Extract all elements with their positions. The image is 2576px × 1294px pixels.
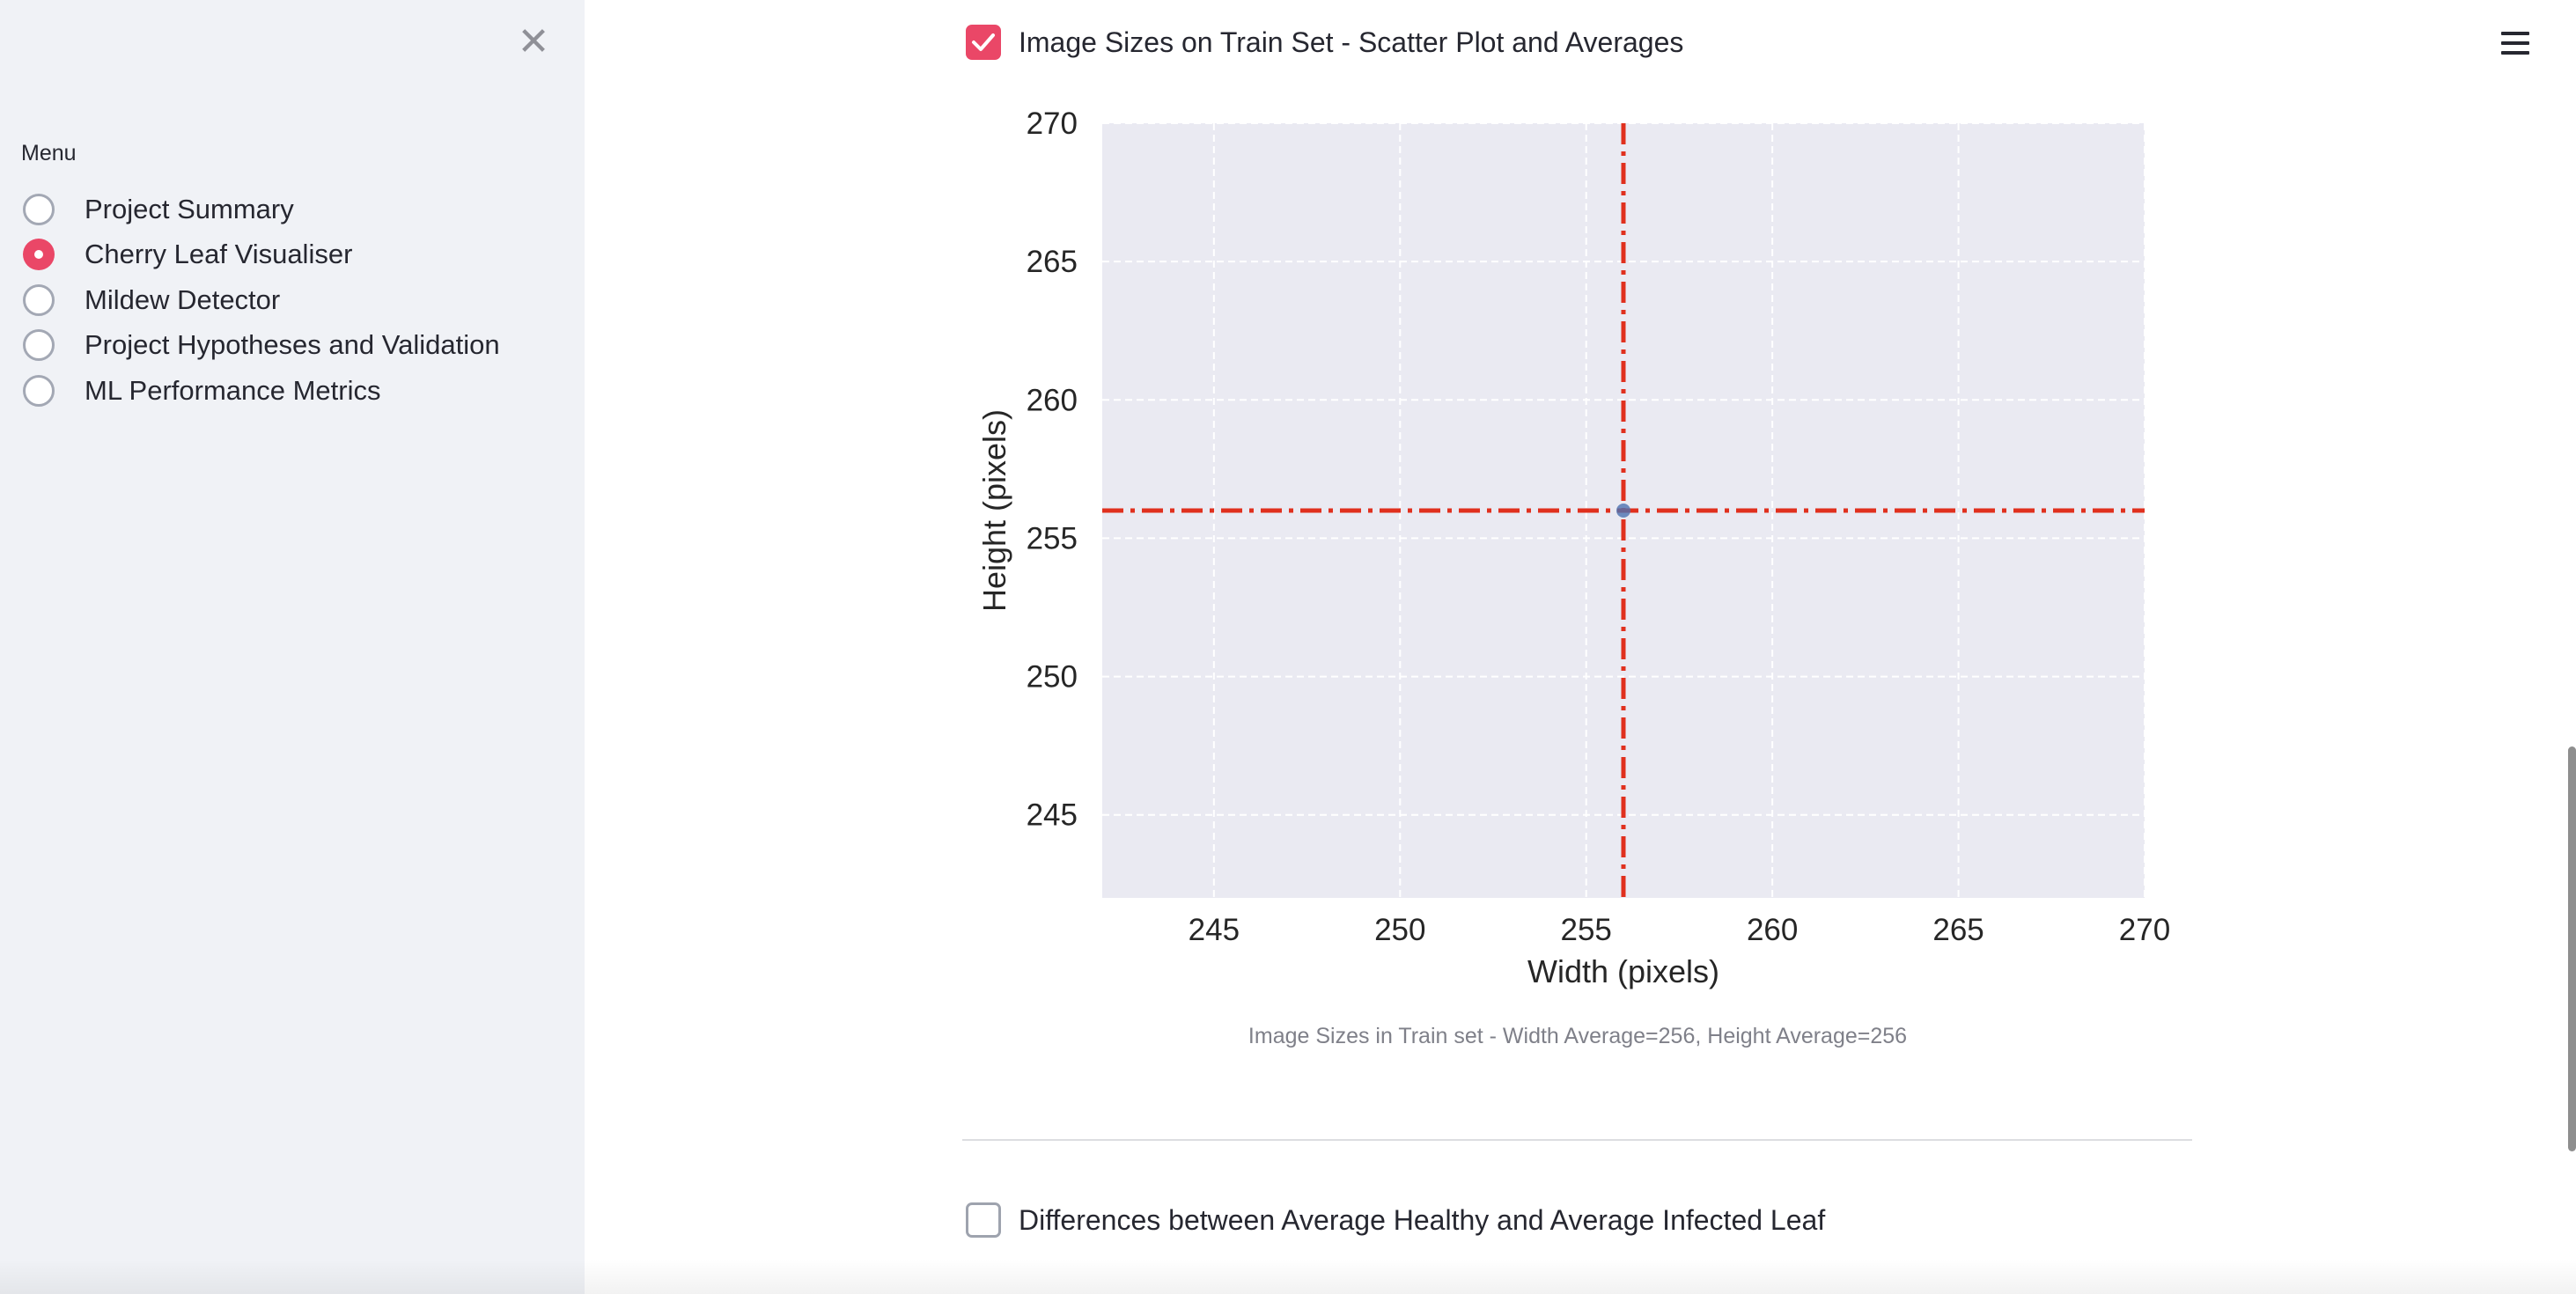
y-tick-label: 255 [1027, 521, 1078, 555]
radio-unselected-icon[interactable] [23, 374, 55, 407]
sidebar: ✕ Menu Project Summary Cherry Leaf Visua… [0, 0, 585, 1294]
menu-item-project-summary[interactable]: Project Summary [23, 187, 500, 232]
menu-item-label: ML Performance Metrics [85, 374, 381, 406]
scatter-point [1616, 504, 1630, 518]
image-sizes-label: Image Sizes on Train Set - Scatter Plot … [1019, 26, 1684, 58]
differences-label: Differences between Average Healthy and … [1019, 1203, 1826, 1236]
menu-item-label: Mildew Detector [85, 283, 281, 315]
menu-item-label: Project Hypotheses and Validation [85, 329, 500, 361]
menu-radio-group: Project Summary Cherry Leaf Visualiser M… [23, 187, 500, 414]
x-tick-label: 250 [1374, 913, 1425, 947]
y-tick-label: 270 [1027, 107, 1078, 141]
y-tick-label: 250 [1027, 660, 1078, 695]
y-axis-label: Height (pixels) [976, 409, 1012, 612]
x-tick-label: 270 [2119, 913, 2170, 947]
checkbox-checked-icon[interactable] [966, 25, 1001, 60]
x-tick-label: 260 [1747, 913, 1798, 947]
x-tick-label: 265 [1932, 913, 1984, 947]
radio-unselected-icon[interactable] [23, 283, 55, 316]
x-axis-label: Width (pixels) [1527, 953, 1719, 989]
menu-item-label: Cherry Leaf Visualiser [85, 239, 353, 270]
menu-item-ml-performance-metrics[interactable]: ML Performance Metrics [23, 368, 500, 414]
menu-item-project-hypotheses[interactable]: Project Hypotheses and Validation [23, 323, 500, 369]
menu-item-mildew-detector[interactable]: Mildew Detector [23, 277, 500, 323]
differences-toggle[interactable]: Differences between Average Healthy and … [966, 1202, 1825, 1238]
menu-item-label: Project Summary [85, 193, 294, 224]
y-tick-label: 265 [1027, 245, 1078, 279]
hamburger-icon[interactable] [2501, 30, 2533, 56]
chart-caption: Image Sizes in Train set - Width Average… [1248, 1024, 1908, 1048]
y-tick-label: 245 [1027, 798, 1078, 833]
checkbox-unchecked-icon[interactable] [966, 1202, 1001, 1238]
menu-item-cherry-leaf-visualiser[interactable]: Cherry Leaf Visualiser [23, 232, 500, 278]
plot-area [1102, 123, 2145, 898]
x-tick-label: 255 [1561, 913, 1612, 947]
y-tick-label: 260 [1027, 383, 1078, 417]
radio-unselected-icon[interactable] [23, 193, 55, 225]
image-sizes-toggle[interactable]: Image Sizes on Train Set - Scatter Plot … [966, 25, 1683, 60]
radio-selected-icon[interactable] [23, 239, 55, 271]
radio-unselected-icon[interactable] [23, 329, 55, 362]
menu-label: Menu [21, 141, 77, 165]
page-scrollbar[interactable] [2568, 746, 2576, 1151]
divider [962, 1139, 2192, 1141]
close-icon[interactable]: ✕ [517, 20, 550, 63]
x-tick-label: 245 [1189, 913, 1240, 947]
